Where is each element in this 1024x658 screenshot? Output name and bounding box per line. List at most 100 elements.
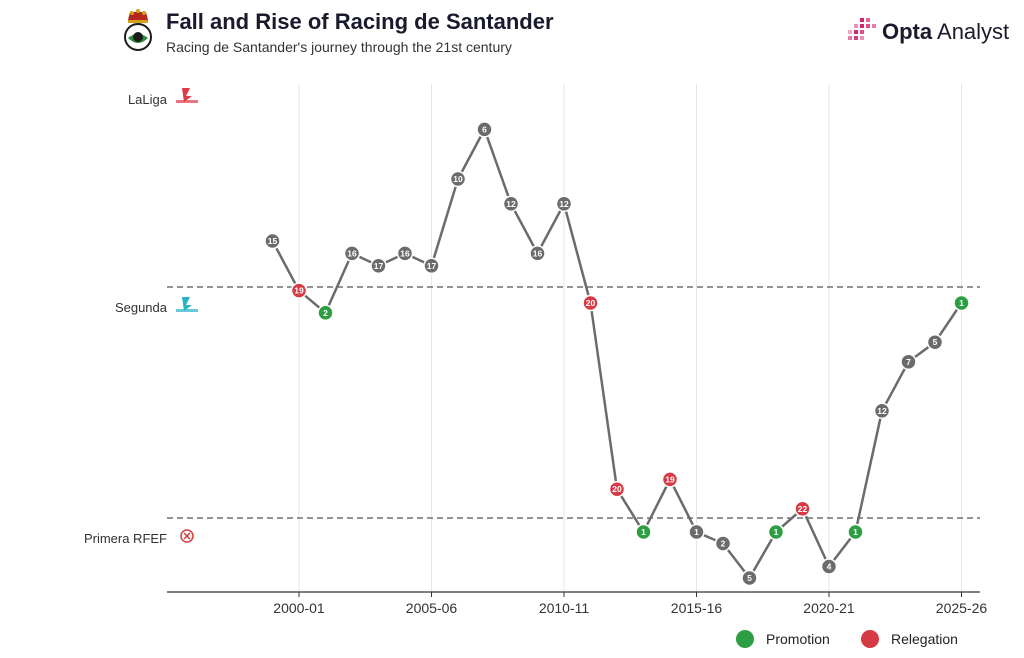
season-position-label-2011-12: 20	[586, 298, 596, 308]
club-crest-icon	[124, 9, 152, 51]
season-marker-2004-05	[396, 245, 414, 262]
season-position-label-2021-22: 1	[853, 527, 858, 537]
brand-name-bold: Opta	[882, 19, 933, 44]
season-marker-2010-11	[555, 195, 573, 213]
brand-name: Opta Analyst	[882, 19, 1009, 45]
x-tick-label-1: 2005-06	[406, 600, 458, 616]
season-position-label-2012-13: 20	[612, 484, 622, 494]
legend-promotion-label: Promotion	[766, 631, 830, 647]
tier-label-laliga: LaLiga	[127, 92, 167, 107]
season-position-label-2015-16: 1	[694, 527, 699, 537]
season-point-2023-24: 7	[900, 353, 917, 371]
season-point-2013-14: 1	[635, 523, 652, 541]
season-position-label-2016-17: 2	[721, 539, 726, 549]
season-position-label-2013-14: 1	[641, 527, 646, 537]
journey-line	[271, 128, 963, 580]
season-marker-2022-23	[873, 402, 891, 420]
season-marker-2002-03	[343, 245, 361, 262]
tier-label-segunda: Segunda	[114, 300, 167, 315]
season-position-label-2017-18: 5	[747, 573, 752, 583]
season-position-label-1999-00: 15	[268, 236, 278, 246]
season-position-label-2018-19: 1	[774, 527, 779, 537]
season-marker-2009-10	[529, 245, 546, 262]
season-marker-2017-18	[741, 569, 758, 587]
season-marker-2013-14	[635, 523, 652, 541]
season-marker-2018-19	[767, 523, 785, 541]
season-point-2001-02: 2	[317, 304, 334, 322]
season-position-label-2008-09: 12	[506, 199, 516, 209]
season-marker-2020-21	[820, 558, 838, 575]
x-tick-label-3: 2015-16	[671, 600, 723, 616]
legend-promotion-swatch	[736, 630, 754, 648]
season-point-2020-21: 4	[820, 558, 838, 575]
season-position-label-2020-21: 4	[827, 562, 832, 572]
season-point-2019-20: 22	[794, 500, 811, 518]
season-position-label-2024-25: 5	[933, 337, 938, 347]
season-position-label-2003-04: 17	[374, 261, 384, 271]
chart-subtitle: Racing de Santander's journey through th…	[166, 39, 512, 55]
season-marker-2008-09	[502, 195, 520, 213]
season-position-label-2009-10: 16	[533, 248, 543, 258]
legend-relegation-swatch	[861, 630, 879, 648]
season-position-label-2014-15: 19	[665, 474, 675, 484]
season-position-label-2010-11: 12	[559, 199, 569, 209]
season-marker-2024-25	[926, 333, 944, 351]
season-point-2008-09: 12	[502, 195, 520, 213]
season-position-label-2004-05: 16	[400, 248, 410, 258]
season-marker-2007-08	[476, 121, 493, 138]
x-tick-label-0: 2000-01	[273, 600, 325, 616]
season-marker-2003-04	[370, 257, 387, 275]
chart-title: Fall and Rise of Racing de Santander	[166, 9, 554, 34]
x-tick-label-4: 2020-21	[803, 600, 855, 616]
season-point-2010-11: 12	[555, 195, 573, 213]
season-marker-2015-16	[688, 523, 705, 541]
season-point-2007-08: 6	[476, 121, 493, 138]
season-point-2003-04: 17	[370, 257, 387, 275]
season-position-label-2002-03: 16	[347, 248, 357, 258]
season-marker-2001-02	[317, 304, 334, 322]
season-position-label-2025-26: 1	[959, 298, 964, 308]
season-marker-2016-17	[714, 535, 732, 552]
season-marker-2005-06	[423, 257, 440, 275]
season-point-2014-15: 19	[661, 471, 679, 488]
season-point-2024-25: 5	[926, 333, 944, 351]
season-point-2015-16: 1	[688, 523, 705, 541]
season-marker-2025-26	[953, 294, 970, 312]
season-point-2018-19: 1	[767, 523, 785, 541]
primera-rfef-logo-icon	[180, 529, 194, 543]
season-position-label-2005-06: 17	[427, 261, 437, 271]
season-marker-2000-01	[290, 282, 308, 299]
season-marker-1999-00	[264, 232, 281, 250]
tier-label-primera-rfef: Primera RFEF	[83, 531, 167, 546]
season-marker-2021-22	[847, 523, 864, 541]
season-point-2016-17: 2	[714, 535, 732, 552]
x-tick-label-2: 2010-11	[539, 600, 590, 616]
season-position-label-2007-08: 6	[482, 124, 487, 134]
season-point-2022-23: 12	[873, 402, 891, 420]
season-position-label-2006-07: 10	[453, 174, 463, 184]
opta-analyst-logo	[848, 18, 876, 40]
season-point-2006-07: 10	[449, 170, 467, 188]
season-point-1999-00: 15	[264, 232, 281, 250]
season-position-label-2000-01: 19	[294, 286, 304, 296]
season-marker-2012-13	[608, 480, 626, 498]
season-position-label-2019-20: 22	[798, 504, 808, 514]
season-point-2012-13: 20	[608, 480, 626, 498]
brand-name-rest: Analyst	[932, 19, 1010, 44]
season-point-2021-22: 1	[847, 523, 864, 541]
season-marker-2019-20	[794, 500, 811, 518]
season-point-2009-10: 16	[529, 245, 546, 262]
season-point-2005-06: 17	[423, 257, 440, 275]
legend-relegation-label: Relegation	[891, 631, 958, 647]
season-position-label-2023-24: 7	[906, 357, 911, 367]
season-point-2000-01: 19	[290, 282, 308, 299]
season-point-2025-26: 1	[953, 294, 970, 312]
season-position-label-2022-23: 12	[877, 406, 887, 416]
season-point-2004-05: 16	[396, 245, 414, 262]
season-point-2017-18: 5	[741, 569, 758, 587]
x-tick-label-5: 2025-26	[936, 600, 988, 616]
season-marker-2023-24	[900, 353, 917, 371]
laliga-logo-icon	[176, 88, 198, 103]
season-point-2002-03: 16	[343, 245, 361, 262]
